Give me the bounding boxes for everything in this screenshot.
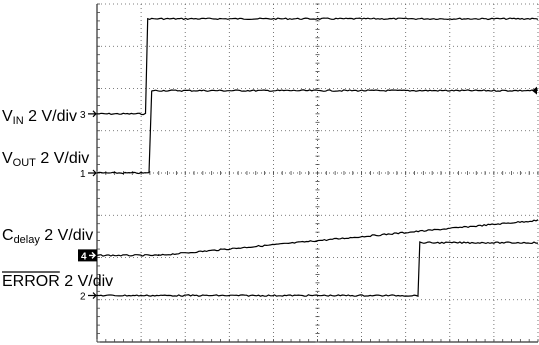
marker-arrow <box>88 292 97 299</box>
label-cdelay: Cdelay 2 V/div <box>2 227 93 246</box>
label-main: V <box>2 108 13 125</box>
label-scale: 2 V/div <box>40 227 93 244</box>
label-vin: VIN 2 V/div <box>2 108 77 127</box>
trigger-level-marker <box>532 86 537 95</box>
marker-arrow <box>88 110 97 118</box>
label-subscript: OUT <box>13 157 37 169</box>
marker-number: 3 <box>80 110 86 121</box>
trace-cdelay <box>96 219 539 257</box>
trace-error <box>96 241 538 298</box>
channel-marker-error: 2 <box>80 292 97 303</box>
label-scale: 2 V/div <box>36 150 89 167</box>
channel-marker-vin: 3 <box>80 110 97 121</box>
marker-arrow <box>89 251 96 259</box>
label-main: ERROR <box>2 273 60 290</box>
trace-vout <box>96 89 539 175</box>
marker-number: 4 <box>81 251 87 262</box>
label-scale: 2 V/div <box>24 108 77 125</box>
marker-number: 2 <box>80 292 86 303</box>
channel-marker-cdelay: 4 <box>78 249 97 262</box>
label-main: V <box>2 150 13 167</box>
channel-marker-vout: 1 <box>80 169 97 180</box>
marker-number: 1 <box>80 169 86 180</box>
label-subscript: IN <box>13 115 24 127</box>
channel-markers: 3 1 4 2 <box>78 86 537 303</box>
label-subscript: delay <box>14 234 41 246</box>
grid <box>96 3 539 343</box>
traces <box>96 17 539 298</box>
label-error: ERROR 2 V/div <box>2 273 113 290</box>
marker-arrow <box>88 169 97 177</box>
label-main: C <box>2 227 14 244</box>
label-vout: VOUT 2 V/div <box>2 150 89 169</box>
label-scale: 2 V/div <box>60 273 113 290</box>
trace-vin <box>96 17 539 116</box>
